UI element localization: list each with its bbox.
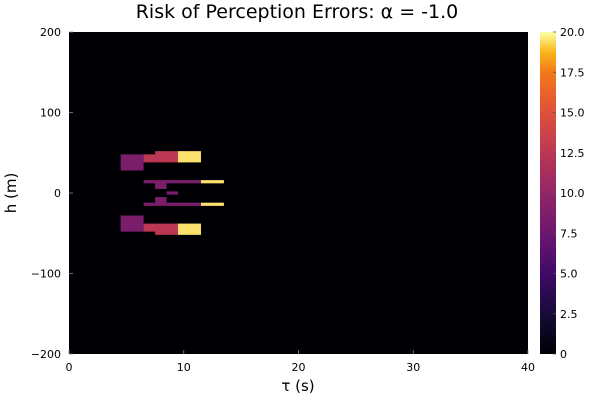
heatmap-cell-7 bbox=[200, 180, 224, 184]
heatmap-cell-11 bbox=[166, 202, 201, 206]
heatmap-cells bbox=[120, 151, 224, 235]
x-axis-label: τ (s) bbox=[281, 377, 314, 395]
x-tick-label: 40 bbox=[521, 361, 535, 374]
x-tick-label: 0 bbox=[66, 361, 73, 374]
heatmap-cell-8 bbox=[166, 191, 179, 195]
heatmap-cell-12 bbox=[200, 202, 224, 206]
colorbar-tick-label: 7.5 bbox=[560, 227, 578, 240]
heatmap-cell-1 bbox=[143, 154, 156, 163]
colorbar-ticks: 0 2.5 5.0 7.5 10.0 12.5 15.0 17.5 20.0 bbox=[553, 26, 585, 361]
x-axis-ticks: 0 10 20 30 40 bbox=[66, 350, 535, 374]
heatmap-cell-14 bbox=[143, 223, 156, 232]
heatmap-cell-15 bbox=[155, 223, 179, 235]
colorbar-tick-label: 20.0 bbox=[560, 26, 585, 39]
heatmap-cell-3 bbox=[178, 151, 201, 163]
y-tick-label: −100 bbox=[31, 268, 61, 281]
colorbar-tick-label: 10.0 bbox=[560, 187, 585, 200]
y-tick-label: 0 bbox=[54, 187, 61, 200]
y-tick-label: −200 bbox=[31, 348, 61, 361]
colorbar-tick-label: 12.5 bbox=[560, 147, 585, 160]
x-tick-label: 10 bbox=[177, 361, 191, 374]
x-tick-label: 30 bbox=[406, 361, 420, 374]
heatmap-cell-6 bbox=[166, 180, 201, 184]
heatmap-cell-4 bbox=[143, 180, 156, 184]
colorbar-tick-label: 15.0 bbox=[560, 107, 585, 120]
y-tick-label: 200 bbox=[40, 26, 61, 39]
y-axis-ticks: −200 −100 0 100 200 bbox=[31, 26, 73, 361]
colorbar-tick-label: 5.0 bbox=[560, 268, 578, 281]
colorbar bbox=[540, 32, 556, 354]
colorbar-tick-label: 0 bbox=[560, 348, 567, 361]
y-tick-label: 100 bbox=[40, 107, 61, 120]
heatmap-cell-10 bbox=[143, 202, 156, 206]
colorbar-tick-label: 17.5 bbox=[560, 66, 585, 79]
heatmap-cell-5 bbox=[155, 180, 167, 189]
x-tick-label: 20 bbox=[292, 361, 306, 374]
heatmap-cell-16 bbox=[178, 223, 201, 235]
colorbar-tick-label: 2.5 bbox=[560, 308, 578, 321]
chart-title: Risk of Perception Errors: α = -1.0 bbox=[136, 1, 459, 23]
y-axis-label: h (m) bbox=[2, 173, 20, 214]
heatmap-cell-2 bbox=[155, 151, 179, 163]
plot-area bbox=[69, 32, 528, 354]
heatmap-cell-13 bbox=[120, 215, 144, 232]
heatmap-cell-9 bbox=[155, 197, 167, 206]
heatmap-cell-0 bbox=[120, 154, 144, 171]
